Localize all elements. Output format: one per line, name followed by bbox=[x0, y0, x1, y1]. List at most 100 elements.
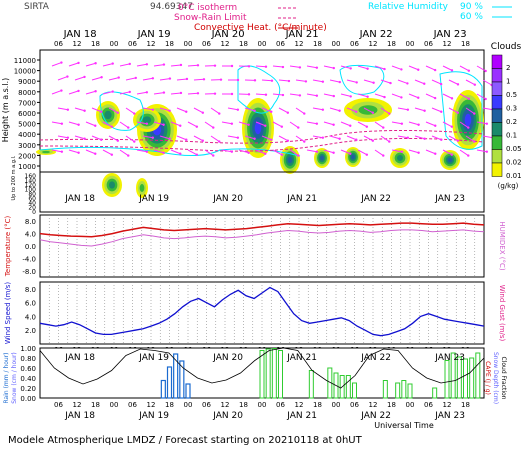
bottom-hour-label: 06 bbox=[54, 401, 63, 409]
cloud-cell bbox=[351, 154, 355, 160]
colorbar-swatch bbox=[491, 68, 503, 83]
wind-arrow bbox=[289, 121, 299, 129]
wind-arrow bbox=[108, 135, 119, 142]
wind-arrow-head bbox=[179, 63, 183, 67]
wind-arrow bbox=[408, 149, 419, 154]
wind-arrow-head bbox=[247, 65, 251, 68]
wind-ytick: 6.0 bbox=[25, 300, 36, 308]
colorbar-swatch bbox=[491, 122, 503, 137]
wind-arrow-head bbox=[94, 90, 97, 93]
wind-arrow-head bbox=[467, 154, 470, 157]
top-day-label: JAN 20 bbox=[211, 29, 245, 40]
wind-arrow-head bbox=[77, 89, 80, 93]
precip-ytick: 0.20 bbox=[20, 385, 36, 393]
top-hour-label: 18 bbox=[165, 40, 174, 48]
wind-arrow-head bbox=[162, 63, 166, 66]
wind-arrow bbox=[391, 65, 402, 70]
wind-arrow bbox=[278, 107, 289, 114]
wind-arrow-head bbox=[332, 66, 335, 70]
wind-arrow bbox=[272, 65, 283, 68]
wind-arrow-head bbox=[195, 125, 199, 128]
legend-isotherm-swatch bbox=[278, 7, 298, 19]
wind-ytick: 4.0 bbox=[25, 313, 36, 321]
wind-arrow-head bbox=[366, 95, 369, 98]
top-hour-label: 12 bbox=[443, 40, 452, 48]
wind-arrow-head bbox=[133, 112, 136, 115]
wind-arrow-head bbox=[179, 91, 183, 95]
wind-arrow-head bbox=[456, 139, 460, 142]
colorbar-unit: (g/kg) bbox=[498, 182, 519, 190]
wind-arrow bbox=[329, 79, 340, 83]
wind-arrow bbox=[102, 91, 113, 95]
wind-arrow bbox=[312, 135, 323, 139]
wind-arrow bbox=[482, 135, 493, 139]
wind-arrow-head bbox=[349, 95, 352, 98]
wind-arrow bbox=[244, 107, 255, 112]
cape-bar bbox=[450, 352, 456, 399]
wind-arrow bbox=[380, 79, 391, 84]
wind-arrow-head bbox=[196, 64, 200, 67]
wind-arrow-head bbox=[94, 152, 97, 155]
wind-arrow-head bbox=[77, 123, 80, 126]
xaxis-title: Universal Time bbox=[374, 421, 434, 430]
wind-arrow bbox=[238, 121, 249, 126]
wind-arrow-head bbox=[439, 82, 443, 86]
precip-day-label-top: JAN 19 bbox=[138, 353, 169, 363]
clouds-ytick-low: 100 bbox=[25, 187, 37, 194]
bottom-day-label: JAN 20 bbox=[212, 411, 243, 421]
wind-arrow bbox=[142, 107, 153, 111]
wind-arrow-head bbox=[434, 152, 437, 155]
top-hour-label: 00 bbox=[184, 40, 193, 48]
clouds-ytick: 6000 bbox=[18, 110, 36, 118]
clouds-ytick: 9000 bbox=[18, 78, 36, 86]
wind-arrow-head bbox=[213, 64, 217, 67]
clouds-ytick-low: 0 bbox=[32, 209, 36, 216]
wind-arrow bbox=[272, 93, 283, 96]
wind-arrow bbox=[391, 121, 402, 125]
wind-arrow bbox=[357, 93, 368, 98]
cape-bar bbox=[401, 380, 407, 399]
wind-arrow bbox=[187, 149, 198, 156]
precip-ylabel-rain: Rain (mm / hour) bbox=[3, 352, 10, 403]
clouds-ytick: 3000 bbox=[18, 142, 36, 150]
wind-arrow bbox=[363, 79, 374, 84]
legend-convective-label: Convective Heat. (°C/minute) bbox=[194, 23, 327, 33]
wind-arrow bbox=[482, 107, 493, 111]
wind-arrow bbox=[397, 135, 408, 139]
wind-arrow-head bbox=[473, 140, 476, 143]
legend-rh-60: 60 % bbox=[460, 12, 483, 22]
bottom-hour-label: 12 bbox=[295, 401, 304, 409]
bottom-hour-label: 18 bbox=[239, 401, 248, 409]
wind-arrow bbox=[323, 65, 334, 69]
wind-arrow bbox=[425, 65, 436, 71]
wind-arrow-head bbox=[355, 81, 358, 84]
snowdepth-ylabel: Snow Depth (cm) bbox=[492, 352, 499, 404]
wind-arrow-head bbox=[185, 138, 188, 141]
cloud-cell bbox=[108, 181, 116, 189]
wind-arrow-head bbox=[168, 137, 171, 140]
bottom-hour-label: 06 bbox=[424, 401, 433, 409]
wind-arrow-head bbox=[201, 111, 205, 114]
wind-arrow-head bbox=[338, 137, 341, 140]
wind-arrow-head bbox=[264, 124, 267, 127]
wind-arrow bbox=[306, 65, 317, 69]
cloud-cell bbox=[320, 155, 324, 161]
wind-arrow bbox=[289, 93, 300, 96]
wind-arrow-head bbox=[371, 111, 375, 114]
colorbar-swatch bbox=[491, 54, 503, 69]
wind-arrow-head bbox=[230, 92, 234, 96]
wind-arrow bbox=[119, 63, 130, 67]
cape-bar bbox=[278, 350, 283, 399]
wind-arrow-head bbox=[247, 123, 250, 126]
wind-arrow bbox=[374, 65, 385, 70]
wind-arrow-head bbox=[355, 110, 358, 113]
wind-arrow bbox=[431, 107, 442, 113]
wind-arrow bbox=[448, 107, 459, 114]
wind-arrow-head bbox=[388, 112, 391, 115]
bottom-hour-label: 12 bbox=[147, 401, 156, 409]
cape-bar bbox=[469, 357, 475, 399]
wind-arrow-head bbox=[168, 109, 171, 112]
wind-arrow-head bbox=[423, 137, 426, 140]
wind-arrow-head bbox=[388, 140, 391, 143]
colorbar-swatch bbox=[491, 95, 503, 110]
